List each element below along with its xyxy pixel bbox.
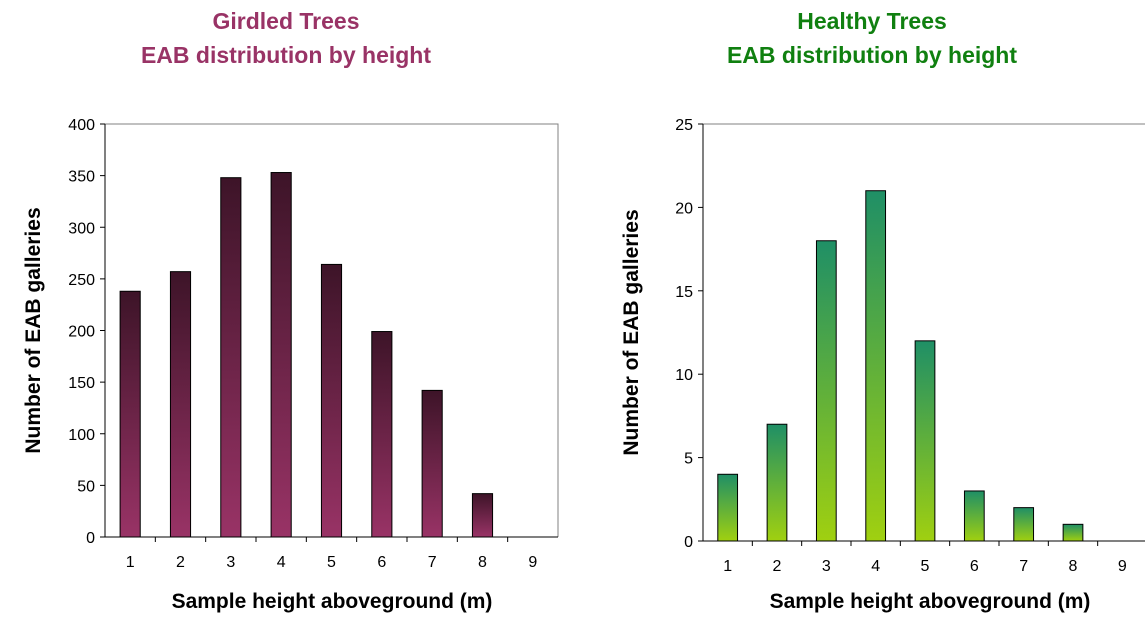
bar [815,240,837,542]
y-tick-label: 25 [675,117,693,134]
y-tick-label: 20 [675,200,693,217]
x-tick-label: 5 [327,554,336,571]
bar [963,490,985,542]
bar [766,423,788,542]
y-tick-label: 5 [684,451,693,468]
girdled-trees-chart: Girdled Trees EAB distribution by height… [0,0,572,626]
bar [471,493,494,538]
x-tick-label: 8 [1069,558,1078,575]
x-tick-label: 2 [773,558,782,575]
x-tick-label: 7 [428,554,437,571]
bar-chart-svg: 0 5 10 15 20 25 1 2 3 4 5 6 7 8 9 Sample height abovegr… [620,117,1145,613]
bar [320,263,343,538]
x-axis-title: Sample height aboveground (m) [770,590,1091,613]
plot-frame [105,123,559,537]
y-tick-label: 15 [675,284,693,301]
y-tick-label: 200 [68,324,95,341]
bar [1062,523,1084,542]
bar [865,190,887,542]
x-tick-label: 1 [126,554,135,571]
y-tick-label: 0 [684,534,693,551]
x-tick-label: 4 [871,558,880,575]
bar [220,177,242,538]
y-tick-label: 350 [68,169,95,186]
y-tick-label: 50 [77,478,95,495]
y-axis-title: Number of EAB galleries [22,207,45,453]
bar [421,389,443,538]
x-tick-label: 3 [226,554,235,571]
bar [717,473,739,542]
plot-frame [703,123,1145,125]
chart-title: Healthy Trees EAB distribution by height [572,4,1145,72]
y-tick-label: 250 [68,272,95,289]
x-tick-label: 3 [822,558,831,575]
y-tick-label: 300 [68,220,95,237]
y-axis-title: Number of EAB galleries [620,209,643,455]
x-tick-label: 6 [970,558,979,575]
x-tick-label: 8 [478,554,487,571]
x-tick-label: 2 [176,554,185,571]
bar [169,271,192,538]
y-tick-label: 0 [86,530,95,547]
x-tick-label: 7 [1019,558,1028,575]
bar-chart-svg: 0 50 100 150 200 250 300 350 400 1 2 3 4 5 6 7 8 9 Sample … [22,117,559,613]
chart-title-line1: Healthy Trees [797,8,947,34]
chart-subtitle: EAB distribution by height [726,42,1018,68]
y-tick-label: 400 [68,117,95,134]
chart-subtitle: EAB distribution by height [140,42,432,68]
x-tick-label: 4 [277,554,286,571]
healthy-trees-chart: Healthy Trees EAB distribution by height… [572,0,1145,626]
bar [371,331,393,538]
bar [1013,507,1035,542]
y-tick-label: 10 [675,367,693,384]
x-tick-label: 9 [1118,558,1127,575]
y-tick-label: 150 [68,375,95,392]
x-tick-label: 9 [528,554,537,571]
y-tick-label: 100 [68,427,95,444]
x-tick-label: 6 [377,554,386,571]
x-axis-title: Sample height aboveground (m) [172,590,493,613]
bar [270,172,292,538]
chart-title: Girdled Trees EAB distribution by height [0,4,572,72]
bar [119,290,141,538]
bar [914,340,936,542]
x-tick-label: 5 [921,558,930,575]
chart-title-line1: Girdled Trees [212,8,360,34]
x-tick-label: 1 [723,558,732,575]
